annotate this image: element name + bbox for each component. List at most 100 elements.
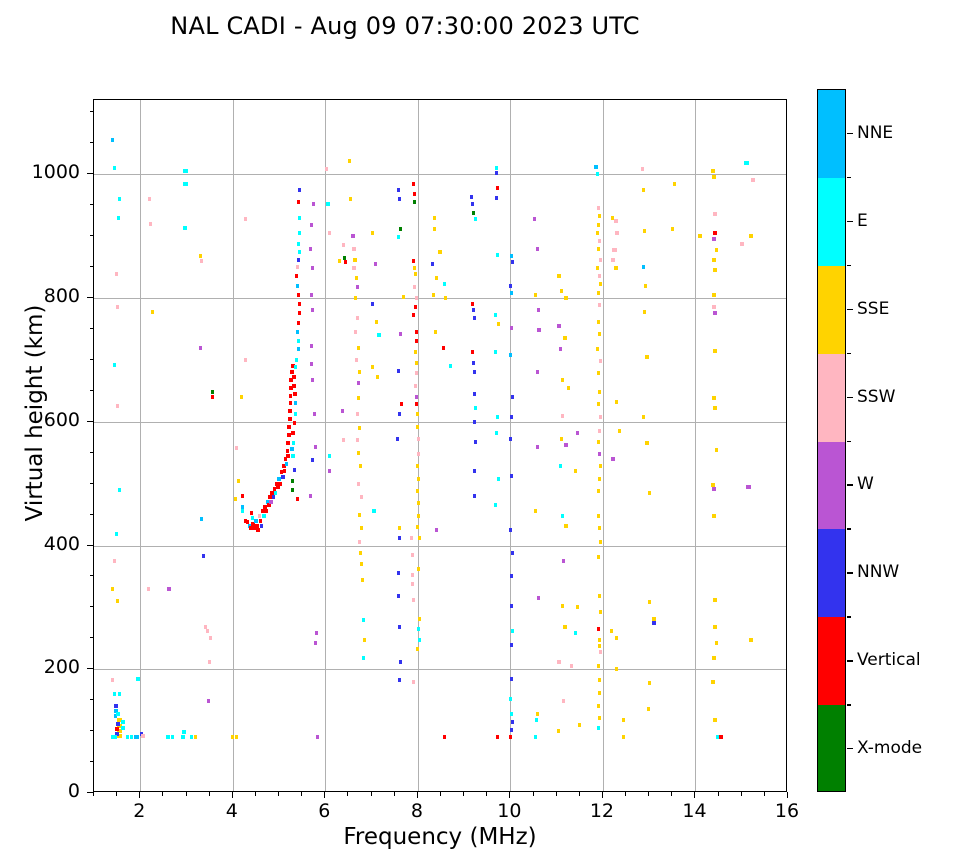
echo-marker	[536, 596, 540, 601]
echo-marker	[370, 365, 375, 370]
echo-marker	[560, 413, 564, 418]
echo-marker	[534, 509, 538, 514]
echo-marker	[713, 311, 717, 316]
colorbar-boundary-tick	[847, 528, 851, 530]
echo-marker	[248, 526, 252, 531]
echo-marker	[598, 464, 602, 469]
echo-marker	[273, 490, 278, 495]
echo-marker	[111, 586, 114, 591]
echo-marker	[559, 288, 563, 293]
colorbar	[817, 89, 846, 792]
y-tick-minor	[89, 204, 93, 206]
echo-marker	[557, 659, 561, 664]
echo-marker	[310, 377, 314, 382]
x-tick	[139, 792, 141, 798]
x-tick-label: 2	[133, 800, 146, 822]
echo-marker	[286, 453, 291, 458]
echo-marker	[288, 408, 292, 413]
echo-marker	[596, 513, 600, 518]
echo-marker	[559, 437, 563, 442]
echo-marker	[342, 243, 346, 248]
echo-marker	[509, 474, 513, 479]
echo-marker	[234, 735, 239, 740]
echo-marker	[615, 667, 619, 672]
echo-marker	[357, 381, 361, 386]
echo-marker	[114, 708, 119, 713]
x-tick-minor	[717, 792, 719, 796]
echo-marker	[561, 699, 566, 704]
echo-marker	[207, 699, 211, 704]
echo-marker	[495, 185, 499, 190]
echo-marker	[276, 485, 280, 490]
echo-marker	[297, 302, 302, 307]
echo-marker	[284, 461, 289, 466]
echo-marker	[209, 636, 213, 641]
echo-marker	[327, 453, 331, 458]
x-tick-minor	[116, 792, 118, 796]
x-tick-minor	[532, 792, 534, 796]
y-tick-label: 400	[43, 532, 80, 555]
x-tick	[509, 792, 511, 798]
echo-marker	[698, 234, 702, 239]
echo-marker	[472, 494, 476, 498]
echo-marker	[496, 321, 500, 326]
y-tick-minor	[89, 389, 93, 391]
echo-marker	[609, 628, 613, 633]
echo-marker	[315, 735, 319, 740]
echo-marker	[210, 395, 214, 399]
echo-marker	[416, 424, 420, 429]
echo-marker	[535, 711, 539, 716]
colorbar-boundary-tick	[847, 176, 851, 179]
echo-marker	[472, 391, 476, 396]
echo-marker	[596, 371, 600, 376]
echo-marker	[296, 200, 300, 205]
echo-marker	[261, 509, 265, 514]
echo-marker	[352, 266, 356, 271]
echo-marker	[710, 482, 716, 487]
echo-marker	[417, 567, 421, 571]
echo-marker	[712, 292, 716, 297]
echo-marker	[139, 732, 143, 737]
colorbar-tick	[847, 484, 853, 486]
colorbar-label-w: W	[857, 474, 874, 495]
echo-marker	[113, 362, 117, 367]
echo-marker	[713, 268, 717, 273]
colorbar-tick	[847, 748, 853, 750]
echo-marker	[561, 558, 566, 563]
echo-marker	[596, 319, 600, 324]
echo-marker	[411, 313, 415, 318]
echo-marker	[598, 282, 602, 287]
echo-marker	[357, 396, 361, 401]
echo-marker	[358, 425, 362, 430]
echo-marker	[444, 296, 448, 300]
echo-marker	[267, 503, 271, 508]
echo-marker	[370, 231, 375, 236]
echo-marker	[287, 424, 292, 429]
y-tick-minor	[89, 358, 93, 360]
echo-marker	[114, 704, 119, 709]
echo-marker	[471, 360, 475, 365]
echo-marker	[141, 734, 145, 739]
echo-marker	[199, 516, 203, 521]
echo-marker	[575, 430, 580, 435]
echo-marker	[183, 181, 188, 186]
echo-marker	[508, 283, 512, 288]
echo-marker	[314, 631, 318, 636]
gridline-vertical	[325, 100, 327, 791]
echo-marker	[473, 216, 477, 221]
echo-marker	[356, 284, 360, 289]
echo-marker	[651, 616, 656, 621]
echo-marker	[413, 272, 417, 277]
echo-marker	[118, 197, 122, 201]
echo-marker	[283, 456, 288, 461]
echo-marker	[167, 586, 171, 591]
echo-marker	[410, 581, 414, 586]
colorbar-tick	[847, 396, 853, 398]
echo-marker	[744, 161, 749, 166]
echo-marker	[534, 717, 538, 722]
echo-marker	[258, 518, 263, 523]
echo-marker	[359, 562, 363, 567]
echo-marker	[113, 713, 117, 718]
echo-marker	[296, 257, 301, 262]
